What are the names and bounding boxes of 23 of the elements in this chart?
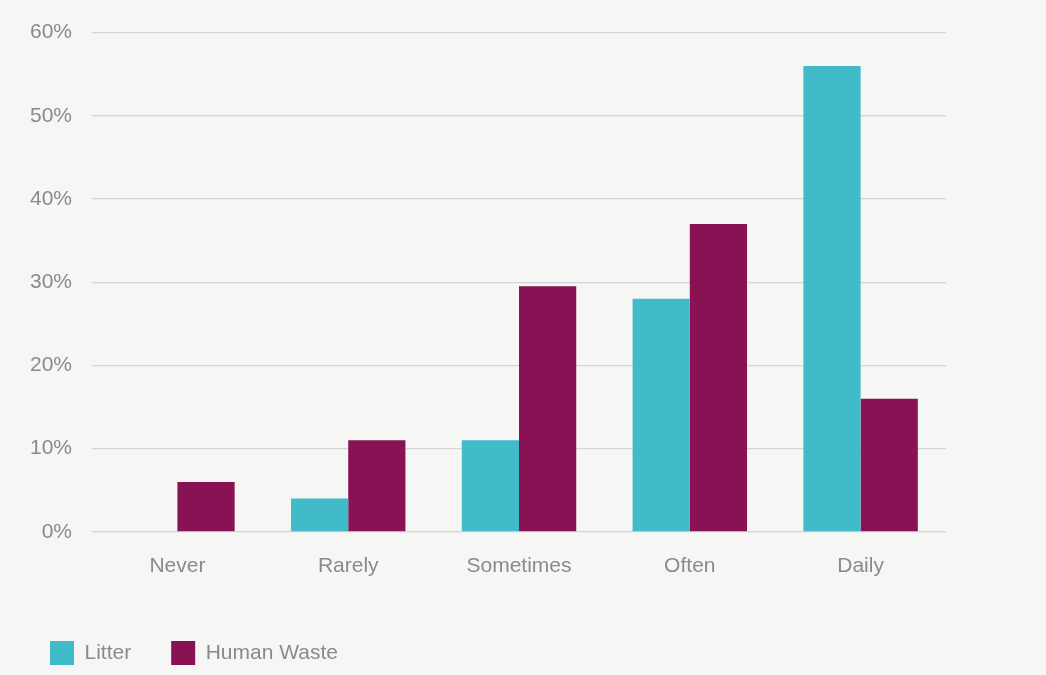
x-tick-label: Never — [149, 553, 206, 577]
y-tick-label: 10% — [30, 435, 73, 459]
bar — [803, 65, 861, 532]
bar — [461, 440, 520, 532]
y-tick-label: 20% — [30, 352, 73, 376]
y-tick-label: 60% — [30, 19, 73, 43]
bar — [860, 398, 918, 532]
legend-label: Human Waste — [205, 639, 338, 663]
x-tick-label: Daily — [837, 553, 885, 577]
y-tick-label: 50% — [30, 102, 73, 126]
x-tick-label: Sometimes — [466, 553, 572, 577]
bar — [291, 498, 349, 532]
y-tick-label: 40% — [30, 185, 73, 209]
bar — [689, 223, 748, 532]
bar — [177, 481, 235, 532]
bar — [348, 440, 406, 532]
x-tick-label: Often — [664, 553, 716, 577]
y-tick-label: 0% — [41, 518, 73, 542]
bar — [519, 286, 577, 532]
legend-label: Litter — [84, 639, 132, 663]
bar — [632, 298, 690, 532]
y-tick-label: 30% — [30, 269, 73, 292]
x-tick-label: Rarely — [317, 553, 380, 577]
